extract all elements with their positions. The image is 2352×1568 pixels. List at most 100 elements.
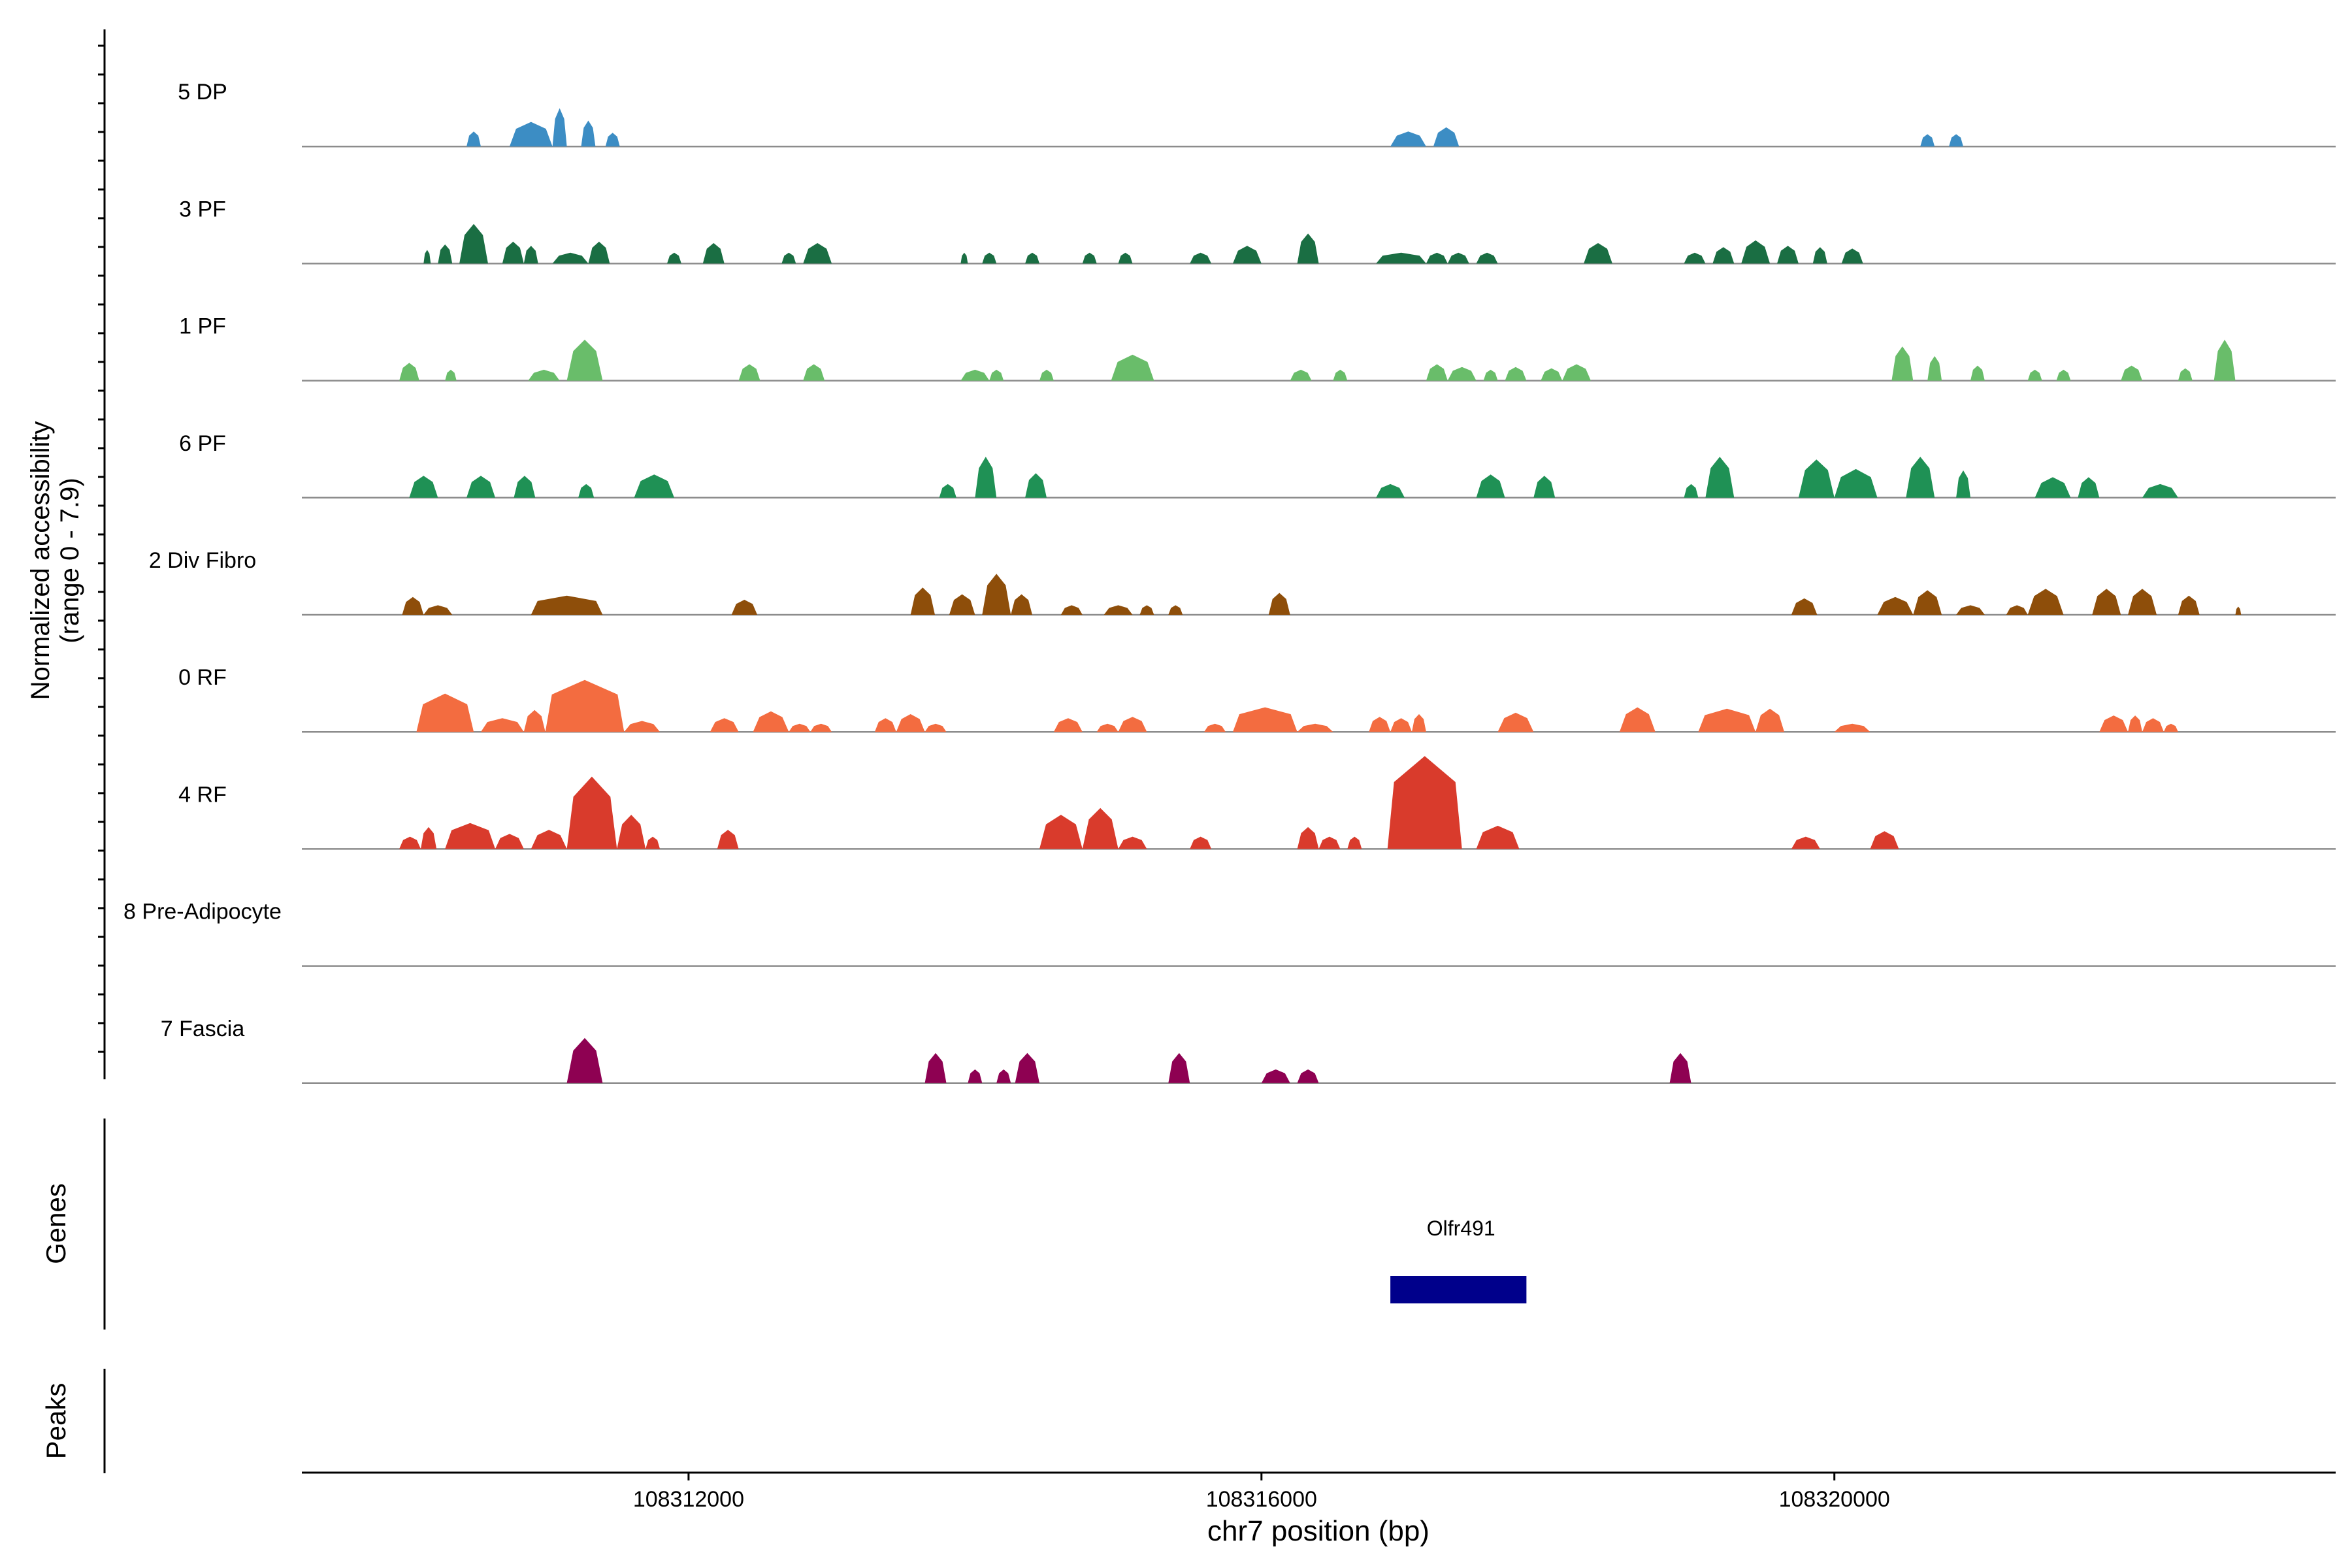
peak-6-12: [1190, 836, 1212, 849]
x-axis-label: chr7 position (bp): [1207, 1515, 1429, 1547]
peak-1-7: [667, 252, 681, 264]
peak-3-17: [2034, 477, 2071, 498]
peak-3-1: [466, 476, 495, 498]
peak-8-2: [968, 1069, 983, 1083]
peak-4-5: [949, 594, 975, 615]
track-label: 8 Pre-Adipocyte: [123, 900, 282, 924]
track-label: 6 PF: [179, 431, 226, 456]
peak-2-2: [528, 369, 560, 381]
peak-3-7: [1025, 473, 1047, 498]
x-tick-label-1: 108316000: [1206, 1487, 1317, 1512]
peak-2-3: [566, 339, 603, 381]
peak-1-21: [1447, 252, 1469, 264]
peak-4-20: [2128, 589, 2157, 615]
peak-3-2: [514, 476, 536, 498]
peak-3-16: [1956, 470, 1970, 498]
peak-2-14: [1483, 369, 1498, 381]
peak-8-7: [1297, 1069, 1319, 1083]
peak-6-2: [445, 823, 495, 849]
genes-panel-label: Genes: [41, 1183, 71, 1264]
peak-1-14: [1082, 252, 1097, 264]
gene-body-0: [1390, 1276, 1527, 1303]
peaks-panel-label: Peaks: [41, 1383, 71, 1460]
peak-4-9: [1103, 605, 1133, 615]
peak-5-23: [1698, 708, 1756, 732]
peak-6-1: [421, 826, 437, 849]
track-2: 1 PF: [179, 314, 2336, 382]
peak-2-21: [2027, 369, 2042, 381]
peak-1-22: [1476, 252, 1498, 264]
peak-1-8: [702, 243, 725, 264]
peak-5-24: [1756, 708, 1784, 732]
peak-4-3: [731, 600, 758, 615]
track-4: 2 Div Fibro: [149, 548, 2336, 616]
peak-1-29: [1841, 248, 1863, 264]
peak-3-3: [578, 483, 595, 498]
peak-1-15: [1118, 252, 1133, 264]
peak-8-8: [1669, 1053, 1691, 1083]
peak-6-4: [531, 830, 567, 849]
y-axis-minor-ticks: [98, 44, 105, 1053]
peak-4-16: [1956, 605, 1985, 615]
peak-2-18: [1891, 346, 1914, 381]
peak-3-18: [2078, 477, 2100, 498]
peak-3-0: [409, 476, 438, 498]
peak-5-14: [1118, 717, 1147, 732]
peak-0-1: [509, 122, 553, 147]
peak-6-0: [399, 836, 421, 849]
peak-2-6: [960, 369, 990, 381]
track-label: 2 Div Fibro: [149, 548, 256, 573]
peak-2-15: [1505, 367, 1527, 381]
peak-2-19: [1927, 356, 1942, 381]
peak-6-15: [1347, 836, 1362, 849]
x-tick-label-2: 108320000: [1779, 1487, 1890, 1512]
peak-6-14: [1318, 836, 1341, 849]
peak-0-0: [466, 131, 481, 147]
peak-3-9: [1476, 474, 1505, 498]
peak-8-4: [1015, 1053, 1039, 1083]
peak-2-20: [1970, 365, 1985, 381]
peak-3-10: [1533, 476, 1556, 498]
peak-5-1: [481, 718, 524, 732]
peak-0-7: [1920, 134, 1935, 147]
peak-3-5: [939, 483, 956, 498]
peak-2-24: [2178, 368, 2193, 381]
peak-1-17: [1233, 246, 1262, 264]
peak-5-15: [1204, 723, 1226, 732]
track-0: 5 DP: [178, 80, 2336, 148]
track-label: 5 DP: [178, 80, 227, 105]
peak-1-10: [803, 243, 832, 264]
peak-4-8: [1060, 605, 1083, 615]
peak-0-8: [1949, 134, 1963, 147]
peak-1-0: [423, 250, 431, 264]
peak-5-20: [1412, 714, 1426, 732]
peak-5-11: [924, 723, 947, 732]
peak-3-15: [1906, 457, 1935, 498]
peak-8-1: [924, 1053, 947, 1083]
peak-2-16: [1541, 368, 1563, 381]
peak-1-23: [1584, 243, 1612, 264]
peak-2-23: [2121, 365, 2142, 381]
peak-3-13: [1798, 459, 1835, 498]
gene-label-0: Olfr491: [1427, 1217, 1495, 1240]
track-label: 0 RF: [178, 665, 227, 690]
peak-8-5: [1168, 1053, 1190, 1083]
peak-1-20: [1426, 252, 1448, 264]
peak-6-5: [566, 776, 617, 849]
peak-6-8: [717, 830, 739, 849]
peak-2-13: [1447, 367, 1477, 381]
peak-1-13: [1025, 252, 1039, 264]
peak-0-4: [605, 133, 620, 147]
peak-4-0: [402, 596, 424, 615]
peak-0-3: [581, 120, 596, 147]
peak-5-19: [1390, 718, 1412, 732]
peak-1-6: [588, 241, 610, 264]
peak-0-2: [552, 108, 567, 147]
track-7: 8 Pre-Adipocyte: [123, 900, 2336, 967]
peak-5-13: [1096, 723, 1119, 732]
y-axis-label-line2: (range 0 - 7.9): [56, 478, 84, 643]
gene-annotations: Olfr491: [1390, 1217, 1527, 1303]
coverage-tracks: 5 DP 3 PF 1 PF 6 PF 2 Div Fibro 0 RF 4 RF 8 Pre…: [123, 80, 2336, 1085]
peak-3-19: [2142, 483, 2178, 498]
